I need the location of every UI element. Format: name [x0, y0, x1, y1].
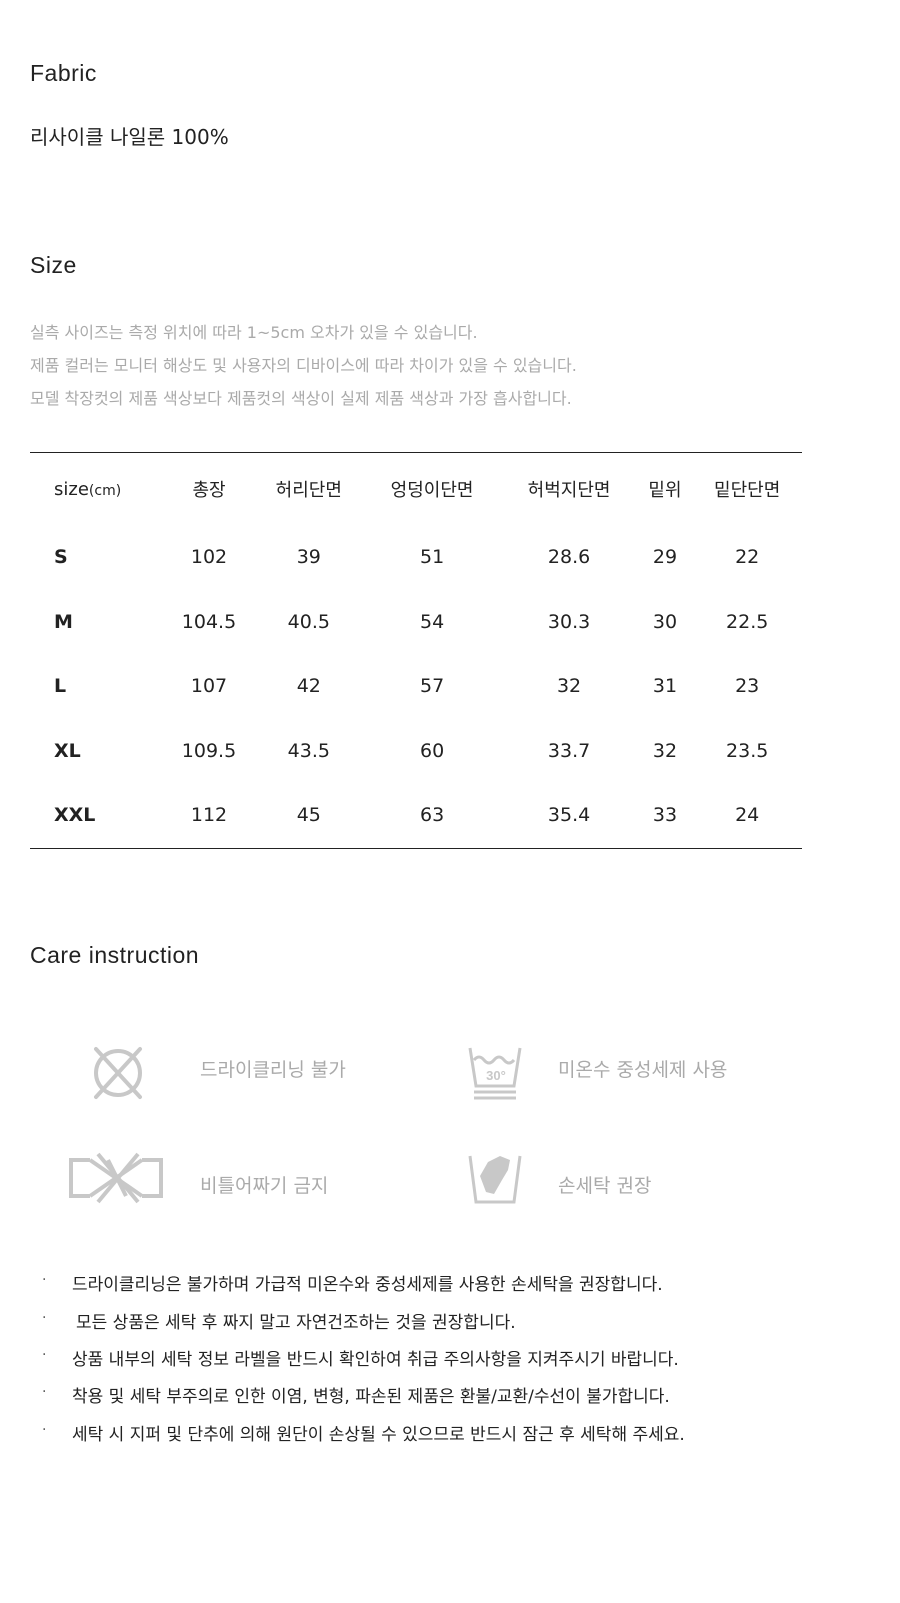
bullet-dot: ·	[42, 1422, 47, 1438]
value-cell: 32	[556, 675, 582, 698]
value-cell: 32	[652, 739, 678, 762]
table-row: S 102 39 51 28.6 29 22	[30, 525, 802, 590]
care-label: 드라이클리닝 불가	[200, 1059, 346, 1081]
value-cell: 23	[735, 675, 760, 698]
bullet-dot: ·	[42, 1272, 47, 1288]
value-cell: 33	[652, 804, 678, 827]
size-note: 제품 컬러는 모니터 해상도 및 사용자의 디바이스에 따라 차이가 있을 수 …	[30, 356, 577, 375]
value-cell: 33.7	[547, 739, 591, 762]
value-cell: 102	[190, 546, 228, 569]
fabric-title: Fabric	[30, 60, 97, 86]
value-cell: 35.4	[547, 804, 591, 827]
care-bullet: 착용 및 세탁 부주의로 인한 이염, 변형, 파손된 제품은 환불/교환/수선…	[72, 1387, 670, 1407]
value-cell: 30	[652, 610, 678, 633]
value-cell: 39	[296, 546, 321, 569]
table-row: L 107 42 57 32 31 23	[30, 654, 802, 719]
svg-text:30°: 30°	[486, 1068, 506, 1083]
value-cell: 104.5	[181, 610, 237, 633]
value-cell: 42	[296, 675, 321, 698]
value-cell: 54	[419, 610, 445, 633]
care-bullet: 드라이클리닝은 불가하며 가급적 미온수와 중성세제를 사용한 손세탁을 권장합…	[72, 1275, 663, 1295]
value-cell: 22.5	[726, 610, 769, 633]
care-bullet: 상품 내부의 세탁 정보 라벨을 반드시 확인하여 취급 주의사항을 지켜주시기…	[72, 1350, 679, 1370]
header-col: 허벅지단면	[527, 480, 611, 501]
care-label: 손세탁 권장	[558, 1175, 652, 1197]
bullet-dot: ·	[42, 1347, 47, 1363]
care-bullet: 모든 상품은 세탁 후 짜지 말고 자연건조하는 것을 권장합니다.	[76, 1313, 516, 1333]
value-cell: 29	[652, 546, 678, 569]
size-cell: L	[54, 675, 67, 698]
value-cell: 60	[419, 739, 445, 762]
wash-30-icon: 30°	[468, 1047, 522, 1100]
care-title: Care instruction	[30, 942, 200, 968]
value-cell: 40.5	[287, 610, 330, 633]
header-col: 밑위	[648, 480, 682, 501]
size-cell: S	[54, 546, 68, 569]
value-cell: 45	[296, 804, 321, 827]
value-cell: 30.3	[547, 610, 591, 633]
value-cell: 112	[190, 804, 228, 827]
value-cell: 23.5	[726, 739, 769, 762]
value-cell: 63	[419, 804, 445, 827]
size-cell: M	[54, 610, 73, 633]
value-cell: 109.5	[181, 739, 237, 762]
size-cell: XL	[54, 739, 81, 762]
size-notes: 실측 사이즈는 측정 위치에 따라 1~5cm 오차가 있을 수 있습니다. 제…	[30, 316, 577, 415]
header-col: 엉덩이단면	[390, 480, 474, 501]
size-cell: XXL	[54, 804, 96, 827]
value-cell: 51	[419, 546, 445, 569]
care-label: 미온수 중성세제 사용	[558, 1059, 728, 1081]
header-col: 밑단단면	[714, 480, 781, 501]
table-header-row: size(cm) 총장 허리단면 엉덩이단면 허벅지단면 밑위 밑단단면	[30, 453, 802, 526]
bullet-dot: ·	[42, 1384, 47, 1400]
table-row: M 104.5 40.5 54 30.3 30 22.5	[30, 590, 802, 655]
value-cell: 107	[190, 675, 228, 698]
size-title: Size	[30, 252, 77, 278]
bullet-dot: ·	[42, 1310, 47, 1326]
header-size: size(cm)	[54, 478, 122, 500]
value-cell: 24	[735, 804, 760, 827]
fabric-value: 리사이클 나일론 100%	[30, 125, 229, 149]
value-cell: 22	[735, 546, 760, 569]
care-label: 비틀어짜기 금지	[200, 1175, 329, 1197]
size-note: 실측 사이즈는 측정 위치에 따라 1~5cm 오차가 있을 수 있습니다.	[30, 323, 478, 342]
table-row: XL 109.5 43.5 60 33.7 32 23.5	[30, 719, 802, 784]
no-dry-clean-icon	[94, 1047, 142, 1099]
hand-wash-icon	[468, 1155, 522, 1204]
size-table: size(cm) 총장 허리단면 엉덩이단면 허벅지단면 밑위 밑단단면 S 10…	[30, 452, 802, 849]
table-row: XXL 112 45 63 35.4 33 24	[30, 783, 802, 848]
size-note: 모델 착장컷의 제품 색상보다 제품컷의 색상이 실제 제품 색상과 가장 흡사…	[30, 389, 572, 408]
value-cell: 43.5	[287, 739, 330, 762]
header-col: 총장	[192, 480, 226, 501]
value-cell: 28.6	[547, 546, 591, 569]
value-cell: 57	[419, 675, 445, 698]
care-bullet: 세탁 시 지퍼 및 단추에 의해 원단이 손상될 수 있으므로 반드시 잠근 후…	[72, 1425, 685, 1445]
no-wring-icon	[69, 1152, 163, 1204]
value-cell: 31	[652, 675, 678, 698]
header-col: 허리단면	[275, 480, 342, 501]
